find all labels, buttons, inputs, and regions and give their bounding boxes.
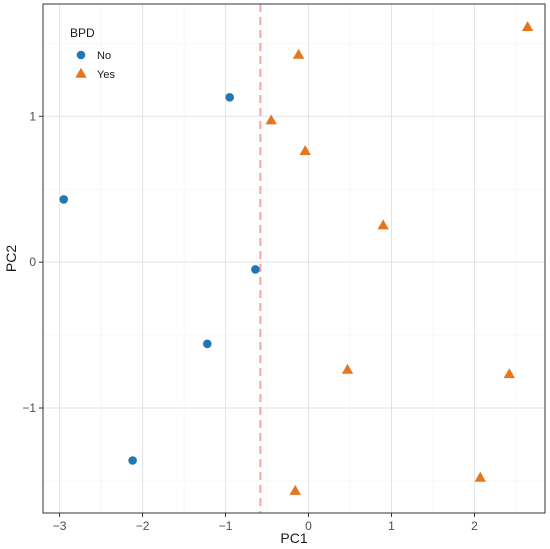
point-no <box>128 456 137 465</box>
point-no <box>202 339 212 349</box>
y-axis-title: PC2 <box>3 245 19 272</box>
grid-lines <box>43 4 545 513</box>
x-axis-ticks: −3 −2 −1 0 1 2 <box>53 513 478 533</box>
point-yes <box>299 145 311 156</box>
legend-label-yes: Yes <box>97 69 115 81</box>
x-tick-label: −2 <box>136 519 150 533</box>
legend-title: BPD <box>70 26 95 40</box>
point-yes <box>292 48 305 59</box>
y-tick-label: −1 <box>22 401 36 415</box>
legend-key-no <box>76 50 86 60</box>
x-tick-label: 1 <box>388 519 395 533</box>
x-axis-title: PC1 <box>280 530 307 546</box>
point-yes <box>341 363 354 374</box>
point-yes <box>521 21 534 32</box>
y-tick-label: 1 <box>29 109 36 123</box>
plot-panel-border <box>42 3 546 514</box>
point-yes <box>474 471 486 482</box>
legend-key-yes <box>75 67 87 78</box>
y-tick-label: 0 <box>29 255 36 269</box>
plot-panel <box>43 4 545 513</box>
legend-label-no: No <box>97 50 111 62</box>
y-axis-ticks: −1 0 1 <box>22 109 43 415</box>
point-yes <box>377 219 389 230</box>
x-tick-label: 2 <box>471 519 478 533</box>
point-no <box>225 93 234 102</box>
x-tick-label: −3 <box>53 519 67 533</box>
point-no <box>251 265 260 274</box>
point-yes <box>289 484 301 495</box>
point-no <box>59 195 69 204</box>
x-tick-label: −1 <box>219 519 233 533</box>
point-yes <box>503 368 516 379</box>
x-tick-label: 0 <box>305 519 312 533</box>
point-yes <box>265 114 277 125</box>
data-points <box>59 21 534 495</box>
legend: BPD No Yes <box>70 26 115 81</box>
